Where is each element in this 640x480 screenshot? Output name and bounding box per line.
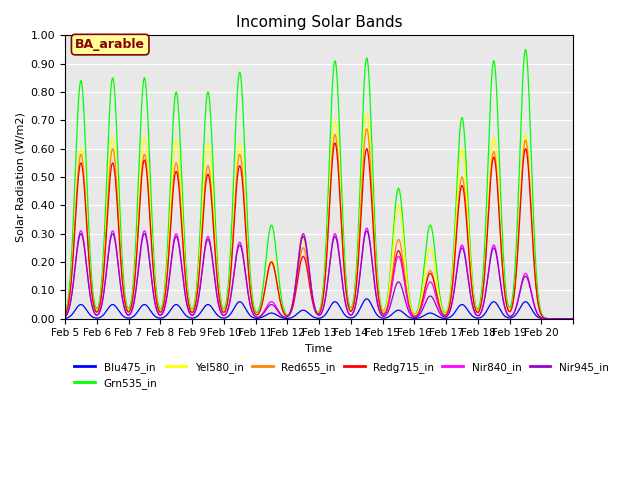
Nir945_in	[564, 316, 572, 322]
Redg715_in	[331, 140, 339, 146]
Line: Yel580_in: Yel580_in	[65, 115, 573, 319]
Nir945_in	[61, 314, 69, 320]
Grn535_in	[522, 47, 529, 52]
Yel580_in	[429, 252, 436, 257]
Yel580_in	[363, 112, 371, 118]
Line: Red655_in: Red655_in	[65, 129, 573, 319]
Nir840_in	[165, 276, 173, 282]
Yel580_in	[384, 295, 392, 300]
Nir840_in	[429, 282, 436, 288]
Red655_in	[564, 316, 572, 322]
Line: Redg715_in: Redg715_in	[65, 143, 573, 319]
Line: Nir945_in: Nir945_in	[65, 231, 573, 319]
Text: BA_arable: BA_arable	[75, 38, 145, 51]
Nir840_in	[492, 246, 499, 252]
Red655_in	[429, 272, 436, 278]
Nir945_in	[165, 278, 173, 284]
Blu475_in	[429, 311, 436, 316]
Nir840_in	[61, 314, 69, 320]
Redg715_in	[564, 316, 572, 322]
Blu475_in	[61, 315, 69, 321]
Yel580_in	[61, 312, 69, 318]
Grn535_in	[61, 311, 69, 317]
Legend: Blu475_in, Grn535_in, Yel580_in, Red655_in, Redg715_in, Nir840_in, Nir945_in: Blu475_in, Grn535_in, Yel580_in, Red655_…	[70, 358, 613, 393]
X-axis label: Time: Time	[305, 344, 333, 354]
Yel580_in	[564, 316, 572, 322]
Nir945_in	[429, 295, 436, 301]
Grn535_in	[165, 211, 173, 217]
Y-axis label: Solar Radiation (W/m2): Solar Radiation (W/m2)	[15, 112, 25, 242]
Yel580_in	[461, 169, 469, 175]
Grn535_in	[429, 230, 436, 236]
Blu475_in	[564, 316, 572, 322]
Blu475_in	[570, 316, 577, 322]
Grn535_in	[461, 140, 469, 146]
Blu475_in	[492, 300, 499, 305]
Title: Incoming Solar Bands: Incoming Solar Bands	[236, 15, 403, 30]
Nir840_in	[570, 316, 577, 322]
Grn535_in	[384, 293, 392, 299]
Red655_in	[165, 244, 173, 250]
Yel580_in	[492, 144, 499, 150]
Nir945_in	[492, 249, 499, 254]
Nir840_in	[363, 225, 371, 231]
Red655_in	[461, 194, 469, 200]
Grn535_in	[564, 316, 572, 322]
Red655_in	[384, 301, 392, 307]
Blu475_in	[461, 304, 469, 310]
Nir945_in	[363, 228, 371, 234]
Nir945_in	[461, 255, 469, 261]
Redg715_in	[384, 303, 392, 309]
Redg715_in	[165, 248, 173, 253]
Line: Blu475_in: Blu475_in	[65, 299, 573, 319]
Nir945_in	[570, 316, 577, 322]
Red655_in	[570, 316, 577, 322]
Nir840_in	[564, 316, 572, 322]
Red655_in	[61, 312, 69, 318]
Nir945_in	[384, 309, 392, 315]
Line: Grn535_in: Grn535_in	[65, 49, 573, 319]
Line: Nir840_in: Nir840_in	[65, 228, 573, 319]
Redg715_in	[461, 201, 469, 207]
Grn535_in	[492, 70, 499, 75]
Redg715_in	[492, 163, 499, 168]
Nir840_in	[384, 304, 392, 310]
Blu475_in	[363, 296, 371, 302]
Redg715_in	[429, 275, 436, 280]
Yel580_in	[165, 233, 173, 239]
Redg715_in	[570, 316, 577, 322]
Yel580_in	[570, 316, 577, 322]
Nir840_in	[461, 252, 469, 258]
Red655_in	[363, 126, 371, 132]
Redg715_in	[61, 312, 69, 318]
Grn535_in	[570, 316, 577, 322]
Blu475_in	[384, 314, 392, 320]
Blu475_in	[165, 309, 173, 315]
Red655_in	[492, 157, 499, 163]
